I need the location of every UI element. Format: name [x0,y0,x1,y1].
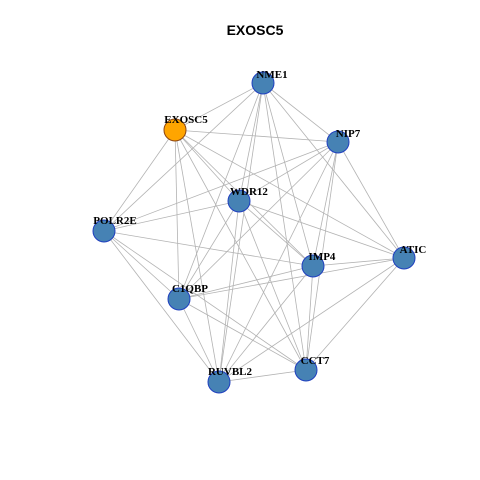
node-layer [92,71,416,394]
edge-exosc5-ruvbl2 [174,129,220,383]
node-ruvbl2[interactable] [207,370,231,394]
node-nip7[interactable] [326,130,350,154]
edge-cct7-ruvbl2 [218,369,307,383]
edge-nip7-c1qbp [178,141,339,300]
edge-exosc5-polr2e [103,129,176,232]
edge-imp4-ruvbl2 [218,265,314,383]
edge-imp4-c1qbp [178,265,314,300]
edge-atic-cct7 [305,257,405,371]
node-label-c1qbp: C1QBP [172,283,208,295]
node-imp4[interactable] [301,254,325,278]
edge-layer [103,82,405,383]
diagram-title: EXOSC5 [227,22,284,38]
edge-imp4-cct7 [305,265,314,371]
node-label-imp4: IMP4 [309,251,336,263]
edge-nme1-polr2e [103,82,264,232]
edge-polr2e-cct7 [103,230,307,371]
edge-nme1-wdr12 [238,82,264,202]
node-label-ruvbl2: RUVBL2 [208,366,253,378]
edge-exosc5-wdr12 [174,129,240,202]
edge-polr2e-imp4 [103,230,314,267]
edge-wdr12-atic [238,200,405,259]
edge-nip7-polr2e [103,141,339,232]
node-label-cct7: CCT7 [301,355,330,367]
edge-polr2e-ruvbl2 [103,230,220,383]
node-label-nme1: NME1 [256,69,287,81]
edge-wdr12-polr2e [103,200,240,232]
node-nme1[interactable] [251,71,275,95]
node-label-wdr12: WDR12 [230,186,268,198]
node-exosc5[interactable] [163,118,187,142]
edge-nme1-imp4 [262,82,314,267]
node-cct7[interactable] [294,358,318,382]
edge-nme1-exosc5 [174,82,264,131]
edge-nme1-c1qbp [178,82,264,300]
edge-nip7-imp4 [312,141,339,267]
edge-wdr12-imp4 [238,200,314,267]
edge-nip7-atic [337,141,405,259]
node-wdr12[interactable] [227,189,251,213]
node-c1qbp[interactable] [167,287,191,311]
edge-atic-imp4 [312,257,405,267]
edge-nip7-cct7 [305,141,339,371]
node-label-nip7: NIP7 [336,128,361,140]
edge-atic-ruvbl2 [218,257,405,383]
edge-c1qbp-ruvbl2 [178,298,220,383]
edge-wdr12-cct7 [238,200,307,371]
node-label-polr2e: POLR2E [93,215,136,227]
edge-wdr12-ruvbl2 [218,200,240,383]
edge-nme1-atic [262,82,405,259]
edge-c1qbp-cct7 [178,298,307,371]
node-label-exosc5: EXOSC5 [164,114,208,126]
edge-nip7-wdr12 [238,141,339,202]
edge-nme1-nip7 [262,82,339,143]
edge-polr2e-c1qbp [103,230,180,300]
edge-wdr12-c1qbp [178,200,240,300]
edge-atic-c1qbp [178,257,405,300]
node-atic[interactable] [392,246,416,270]
edge-exosc5-atic [174,129,405,259]
node-label-atic: ATIC [400,244,427,256]
edge-nme1-cct7 [262,82,307,371]
edge-nme1-ruvbl2 [218,82,264,383]
edge-exosc5-nip7 [174,129,339,143]
label-layer: NME1 EXOSC5 NIP7 WDR12 POLR2E ATIC IMP4 C1QBP CC… [93,69,426,378]
edge-nip7-ruvbl2 [218,141,339,383]
edge-exosc5-cct7 [174,129,307,371]
node-polr2e[interactable] [92,219,116,243]
